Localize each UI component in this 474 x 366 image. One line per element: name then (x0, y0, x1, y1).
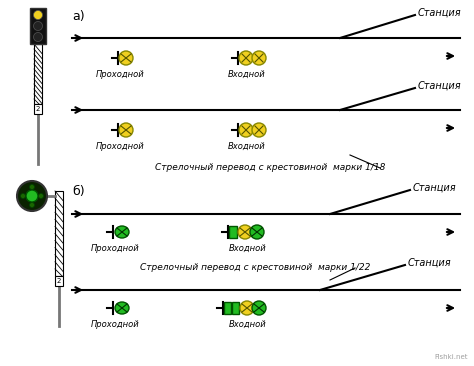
Circle shape (29, 184, 35, 190)
Text: Станция: Станция (418, 8, 462, 18)
Circle shape (17, 181, 47, 211)
Text: Входной: Входной (228, 142, 266, 151)
Circle shape (119, 51, 133, 65)
Circle shape (250, 225, 264, 239)
Bar (55, 191, 63, 276)
Bar (232, 302, 239, 314)
Bar (34, 104, 42, 114)
Text: Проходной: Проходной (96, 70, 145, 79)
Bar (30, 8, 46, 44)
Text: Станция: Станция (408, 258, 452, 268)
Text: Стрелочный перевод с крестовиной  марки 1/22: Стрелочный перевод с крестовиной марки 1… (140, 264, 370, 273)
Circle shape (240, 301, 254, 315)
Circle shape (34, 22, 43, 30)
Circle shape (239, 123, 253, 137)
Ellipse shape (115, 302, 129, 314)
Circle shape (238, 225, 252, 239)
Circle shape (29, 202, 35, 208)
Text: Станция: Станция (418, 81, 462, 91)
Text: Станция: Станция (413, 183, 456, 193)
Ellipse shape (115, 226, 129, 238)
Text: Проходной: Проходной (96, 142, 145, 151)
Circle shape (38, 194, 44, 198)
Circle shape (252, 301, 266, 315)
Text: 2: 2 (36, 106, 40, 112)
Circle shape (34, 11, 43, 19)
Text: Входной: Входной (229, 320, 267, 329)
Text: Fishki.net: Fishki.net (435, 354, 468, 360)
Bar (229, 226, 237, 238)
Text: Проходной: Проходной (91, 320, 139, 329)
Text: Входной: Входной (229, 244, 267, 253)
Circle shape (119, 123, 133, 137)
Bar (55, 276, 63, 286)
Bar (224, 302, 231, 314)
Bar (34, 44, 42, 104)
Circle shape (20, 194, 26, 198)
Circle shape (26, 190, 38, 202)
Text: а): а) (72, 10, 85, 23)
Text: Стрелочный перевод с крестовиной  марки 1/18: Стрелочный перевод с крестовиной марки 1… (155, 164, 385, 172)
Text: Проходной: Проходной (91, 244, 139, 253)
Circle shape (239, 51, 253, 65)
Text: Входной: Входной (228, 70, 266, 79)
Text: 2: 2 (57, 278, 61, 284)
Circle shape (34, 33, 43, 41)
Circle shape (252, 51, 266, 65)
Text: б): б) (72, 185, 85, 198)
Circle shape (252, 123, 266, 137)
